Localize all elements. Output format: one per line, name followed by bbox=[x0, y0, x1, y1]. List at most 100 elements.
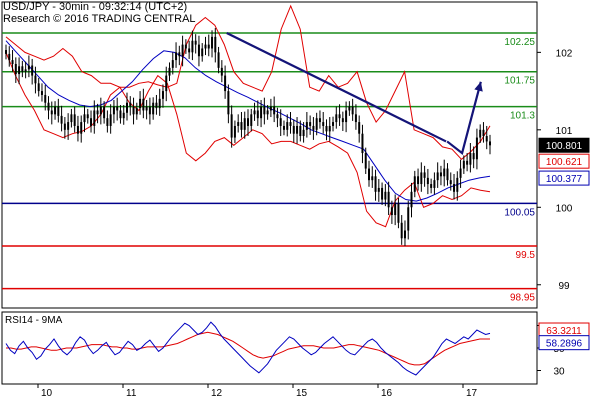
candle-body bbox=[112, 106, 115, 115]
candle-body bbox=[119, 110, 122, 119]
candle-body bbox=[462, 160, 465, 169]
candle-body bbox=[93, 110, 96, 126]
candle-body bbox=[194, 40, 197, 45]
candle-body bbox=[80, 122, 83, 134]
candle-body bbox=[132, 106, 135, 115]
projection-arrow bbox=[446, 81, 482, 155]
candle-body bbox=[315, 118, 318, 130]
candle-body bbox=[485, 136, 488, 142]
candle-body bbox=[243, 118, 246, 130]
candle-body bbox=[27, 65, 30, 70]
candle-body bbox=[158, 98, 161, 109]
candle-body bbox=[207, 44, 210, 49]
candle-body bbox=[466, 160, 469, 165]
candle-body bbox=[368, 168, 370, 181]
candle-body bbox=[345, 110, 348, 123]
candle-body bbox=[420, 172, 423, 185]
candle-body bbox=[449, 180, 452, 185]
candle-body bbox=[302, 129, 305, 137]
candle-body bbox=[142, 98, 145, 111]
candle-body bbox=[233, 125, 236, 138]
candle-body bbox=[230, 114, 233, 138]
candle-body bbox=[341, 118, 344, 123]
level-label: 101.3 bbox=[510, 111, 535, 122]
candle-body bbox=[312, 125, 315, 130]
level-label: 99.5 bbox=[516, 250, 536, 261]
candle-body bbox=[318, 118, 321, 123]
candle-body bbox=[135, 108, 138, 115]
candle-body bbox=[201, 48, 204, 57]
candle-body bbox=[266, 110, 269, 115]
candle-body bbox=[11, 60, 14, 64]
candle-body bbox=[250, 114, 253, 126]
candle-body bbox=[148, 106, 151, 115]
candle-body bbox=[214, 36, 217, 53]
rsi-line bbox=[5, 321, 491, 376]
candle-body bbox=[394, 203, 397, 216]
candle-body bbox=[328, 125, 331, 132]
candle-body bbox=[354, 114, 357, 123]
candle-body bbox=[361, 133, 364, 154]
candle-body bbox=[296, 125, 299, 134]
chart-subtitle: Research © 2016 TRADING CENTRAL bbox=[3, 13, 196, 25]
candle-body bbox=[377, 187, 380, 192]
candle-body bbox=[443, 168, 446, 177]
candle-body bbox=[387, 191, 390, 208]
candle-body bbox=[489, 141, 491, 146]
rsi-panel-frame bbox=[1, 311, 538, 385]
candle-body bbox=[47, 102, 50, 111]
candle-body bbox=[34, 75, 37, 84]
candle-body bbox=[204, 44, 207, 49]
candle-body bbox=[60, 115, 63, 124]
candle-body bbox=[413, 176, 416, 192]
candle-body bbox=[37, 83, 40, 92]
date-axis-label: 16 bbox=[381, 388, 393, 399]
candle-body bbox=[191, 40, 194, 53]
candle-body bbox=[106, 118, 109, 126]
candle-body bbox=[168, 67, 171, 76]
rsi-panel-title: RSI14 - 9MA bbox=[5, 315, 63, 326]
candle-body bbox=[224, 75, 227, 92]
candle-body bbox=[276, 114, 279, 119]
candle-body bbox=[309, 122, 312, 126]
candle-body bbox=[184, 44, 187, 49]
candle-body bbox=[263, 106, 266, 115]
rsi-tag-label: 63.3211 bbox=[546, 326, 582, 337]
candle-body bbox=[453, 184, 456, 192]
price-tag bbox=[538, 153, 590, 169]
candle-body bbox=[31, 65, 34, 76]
candle-body bbox=[86, 114, 89, 119]
candle-body bbox=[116, 106, 119, 111]
candle-body bbox=[217, 52, 220, 68]
projection-arrowhead bbox=[474, 81, 483, 92]
candle-body bbox=[178, 52, 181, 57]
candle-body bbox=[171, 60, 174, 68]
candle-body bbox=[273, 106, 276, 115]
candle-body bbox=[279, 118, 282, 126]
candle-body bbox=[479, 129, 482, 138]
candle-body bbox=[188, 48, 191, 53]
candle-body bbox=[459, 168, 462, 178]
candle-body bbox=[475, 137, 478, 160]
candle-body bbox=[63, 123, 66, 130]
candle-body bbox=[338, 114, 341, 119]
candle-body bbox=[99, 106, 102, 115]
candle-body bbox=[423, 172, 426, 178]
candle-body bbox=[253, 110, 256, 115]
trendline bbox=[226, 32, 447, 143]
date-axis-label: 10 bbox=[41, 388, 53, 399]
bollinger-upper-line bbox=[5, 4, 491, 160]
candle-body bbox=[439, 172, 442, 177]
candle-body bbox=[260, 106, 263, 119]
candle-body bbox=[371, 176, 374, 181]
price-tag-label: 100.621 bbox=[546, 157, 583, 168]
candle-body bbox=[161, 91, 164, 99]
candle-body bbox=[197, 44, 200, 57]
candle-body bbox=[247, 118, 249, 126]
candle-body bbox=[430, 184, 433, 188]
candle-body bbox=[44, 94, 47, 103]
candle-body bbox=[482, 129, 485, 137]
candle-body bbox=[286, 122, 289, 130]
rsi-ma-line bbox=[6, 331, 490, 366]
